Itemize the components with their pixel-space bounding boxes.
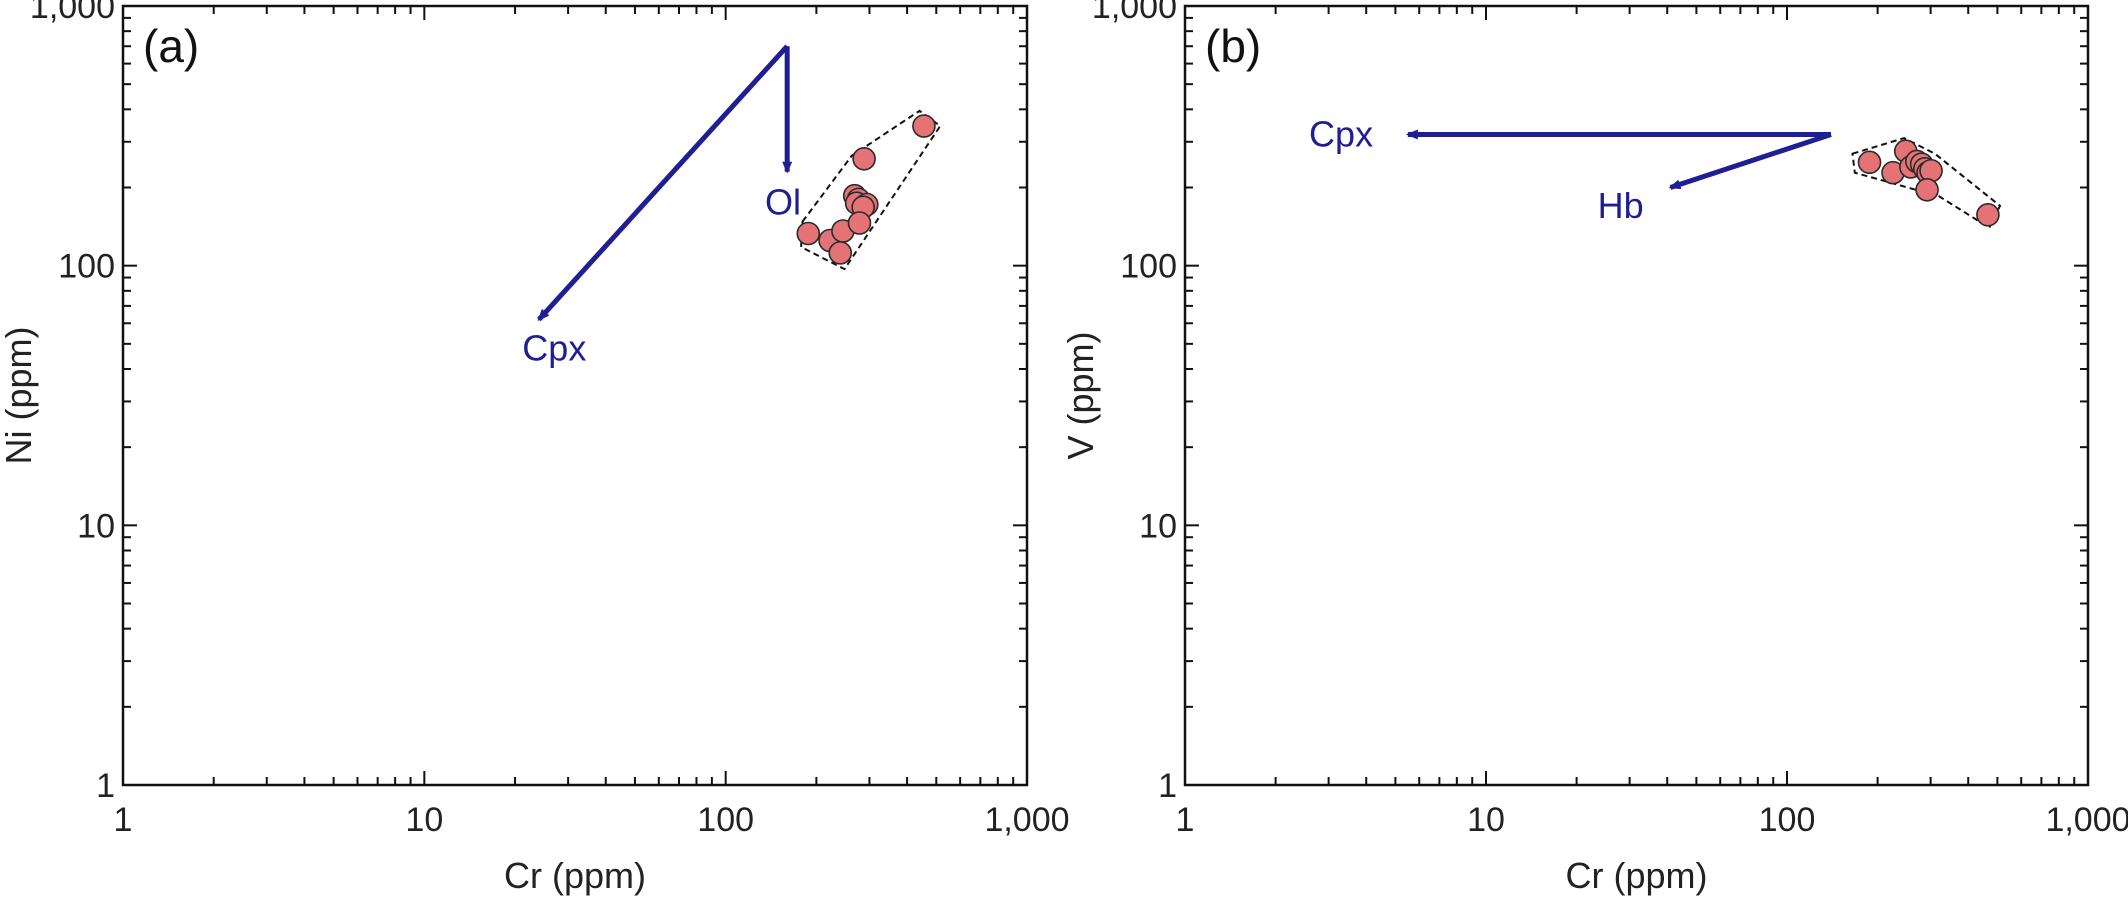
panel-a-ticks — [122, 5, 1028, 786]
panel-b-y-tick-label: 10 — [1139, 507, 1177, 545]
panel-b-vector-label-hb: Hb — [1598, 185, 1644, 226]
panel-a-vector-label-ol: Ol — [765, 182, 801, 223]
panel-b-vector-label-cpx: Cpx — [1309, 113, 1373, 154]
panel-b: Cpx Hb 1 10 100 1,000 1 10 100 1,000 (b) Cr (pp… — [1060, 0, 2128, 896]
panel-a-data-point — [847, 211, 872, 235]
panel-b-y-tick-label: 1,000 — [1092, 0, 1177, 26]
panel-b-y-axis-title: V (ppm) — [1060, 331, 1101, 459]
panel-b-vector-hb — [1668, 132, 1832, 190]
panel-a-y-tick-label: 10 — [77, 507, 115, 545]
panel-b-points — [1857, 139, 2000, 227]
panel-a-y-axis-title: Ni (ppm) — [0, 326, 39, 464]
panel-a-data-point — [796, 221, 821, 246]
panel-b-frame — [1183, 4, 2090, 787]
panel-a-x-tick-label: 100 — [697, 801, 754, 839]
panel-a-vector-cpx — [537, 44, 790, 322]
panel-b-data-point — [1857, 150, 1882, 175]
panel-a-data-point — [912, 114, 936, 138]
panel-a-vector-label-cpx: Cpx — [522, 327, 586, 368]
panel-a-x-tick-label: 10 — [405, 801, 443, 839]
panel-a-field — [800, 109, 942, 271]
panel-a-y-tick-label: 1 — [96, 767, 115, 805]
panel-b-y-tick-labels: 1 10 100 1,000 — [1092, 0, 1177, 805]
panel-a-vectors: Cpx Ol — [522, 44, 801, 368]
panel-b-x-tick-labels: 1 10 100 1,000 — [1176, 801, 2128, 839]
panel-b-data-point — [1915, 177, 1939, 202]
panel-a-y-tick-label: 1,000 — [30, 0, 115, 26]
panel-a-y-tick-label: 100 — [58, 248, 115, 286]
panel-b-letter: (b) — [1205, 20, 1261, 72]
panel-a-points — [796, 114, 936, 265]
panel-b-data-point — [1919, 158, 1943, 183]
panel-a-data-point — [828, 241, 853, 265]
panel-b-x-tick-label: 1,000 — [2045, 801, 2128, 839]
panel-a-frame — [121, 4, 1029, 787]
panel-b-x-axis-title: Cr (ppm) — [1566, 855, 1708, 896]
panel-b-y-tick-label: 100 — [1120, 248, 1177, 286]
panel-b-x-tick-label: 1 — [1176, 801, 1195, 839]
panel-b-x-tick-label: 10 — [1467, 801, 1505, 839]
panel-a-x-tick-labels: 1 10 100 1,000 — [114, 801, 1070, 839]
panel-a-sample-field — [800, 109, 942, 271]
panel-a-y-tick-labels: 1 10 100 1,000 — [30, 0, 115, 805]
panel-a-x-axis-title: Cr (ppm) — [504, 855, 646, 896]
panel-a: Cpx Ol 1 10 100 1,000 1 10 100 1,000 (a) Cr (pp… — [0, 0, 1070, 896]
panel-b-vectors: Cpx Hb — [1309, 113, 1832, 226]
panel-a-x-tick-label: 1 — [114, 801, 133, 839]
panel-a-letter: (a) — [143, 20, 199, 72]
panel-b-x-tick-label: 100 — [1759, 801, 1816, 839]
panel-a-x-tick-label: 1,000 — [984, 801, 1069, 839]
panel-b-data-point — [1976, 202, 2000, 227]
panel-b-y-tick-label: 1 — [1158, 767, 1177, 805]
panel-a-data-point — [852, 146, 876, 171]
